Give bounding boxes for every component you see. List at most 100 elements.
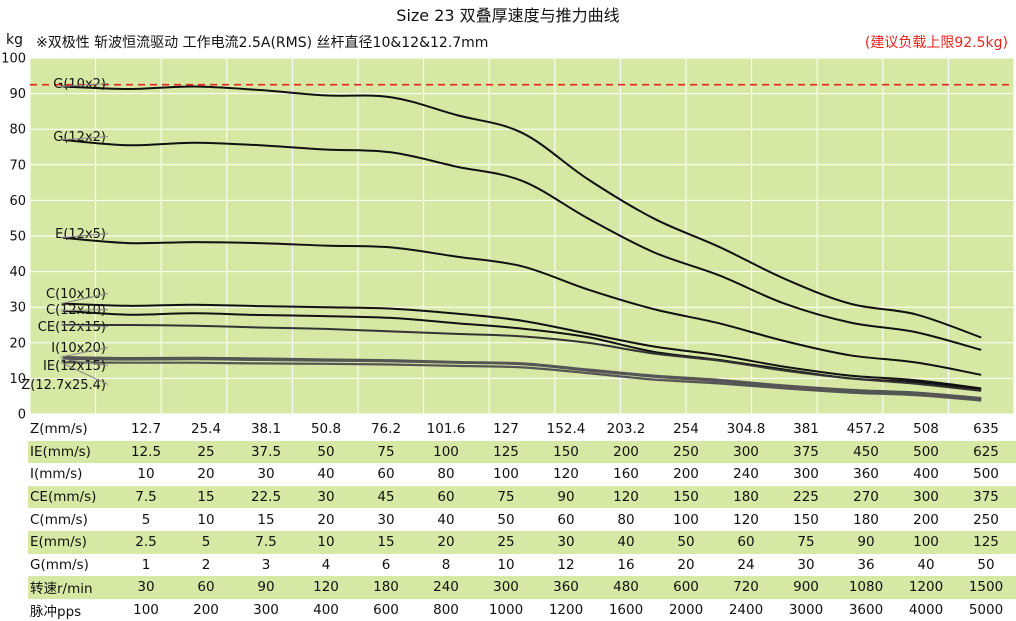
table-cell: 240 — [733, 466, 759, 483]
table-cell: 1 — [141, 556, 151, 573]
speed-thrust-chart: 0 10 20 30 40 50 60 70 80 90 100 G(10x2) G(12x2) E(1… — [1, 52, 1015, 421]
table-cell: 2 — [201, 556, 211, 573]
label-leader — [60, 361, 109, 385]
table-cell: 25 — [176, 440, 236, 464]
table-cell: 120 — [553, 466, 579, 483]
table-row: IE(mm/s) 12.5 25 37.5 50 75 100 125 150 200 250 300… — [28, 440, 1016, 464]
label-leader — [60, 309, 109, 312]
series-line — [62, 323, 982, 392]
table-row: CE(mm/s) 7.5 15 22.5 30 45 60 75 90 120 150 180 225 2… — [28, 485, 1016, 509]
table-cell: 40 — [317, 466, 335, 483]
table-cell: 75 — [356, 440, 416, 464]
row-label: I(mm/s) — [30, 466, 83, 483]
table-cell: 225 — [776, 485, 836, 509]
table-cell: 20 — [197, 466, 215, 483]
table-cell: 360 — [536, 576, 596, 599]
table-cell: 10 — [197, 511, 215, 528]
table-cell: 120 — [296, 576, 356, 599]
table-cell: 4000 — [908, 602, 944, 619]
table-cell: 24 — [737, 556, 755, 573]
table-cell: 270 — [836, 485, 896, 509]
series-label: I(10x20) — [51, 341, 106, 356]
y-tick-label: 50 — [9, 230, 26, 245]
table-cell: 76.2 — [370, 421, 402, 438]
table-row: 脉冲pps 100 200 300 400 600 800 1000 1200 1600 2000 2… — [28, 599, 1016, 621]
series-label: G(12x2) — [53, 130, 106, 145]
y-tick-label: 40 — [9, 265, 26, 280]
table-cell: 200 — [596, 440, 656, 464]
table-cell: 300 — [896, 485, 956, 509]
table-cell: 100 — [416, 440, 476, 464]
y-axis-unit: kg — [6, 32, 23, 48]
table-cell: 1500 — [956, 576, 1016, 599]
table-cell: 3600 — [848, 602, 884, 619]
table-cell: 60 — [716, 530, 776, 554]
series-line — [62, 236, 982, 376]
table-cell: 50 — [497, 511, 515, 528]
table-cell: 720 — [716, 576, 776, 599]
table-cell: 5 — [141, 511, 151, 528]
table-cell: 1000 — [488, 602, 524, 619]
table-row: I(mm/s) 10 20 30 40 60 80 100 120 160 200 240 300 360… — [28, 463, 1016, 486]
table-cell: 203.2 — [606, 421, 646, 438]
table-cell: 50 — [977, 556, 995, 573]
label-leader — [60, 347, 109, 358]
table-cell: 12 — [557, 556, 575, 573]
table-cell: 10 — [296, 530, 356, 554]
table-cell: 600 — [373, 602, 399, 619]
table-cell: 625 — [956, 440, 1016, 464]
y-tick-label: 100 — [1, 52, 26, 67]
row-label: 脉冲pps — [30, 604, 82, 621]
series-line — [62, 138, 982, 351]
table-row: E(mm/s) 2.5 5 7.5 10 15 20 25 30 40 50 60 75 90 100 125 — [28, 530, 1016, 554]
table-cell: 1200 — [896, 576, 956, 599]
table-cell: 100 — [673, 511, 699, 528]
table-row: G(mm/s) 1 2 3 4 6 8 10 12 16 20 24 30 36 40 50 — [28, 554, 1016, 577]
series-label: G(10x2) — [53, 77, 106, 92]
y-tick-labels: 0 10 20 30 40 50 60 70 80 90 100 — [1, 52, 26, 421]
table-cell: 250 — [973, 511, 999, 528]
table-cell: 38.1 — [250, 421, 282, 438]
table-cell: 125 — [956, 530, 1016, 554]
table-cell: 480 — [596, 576, 656, 599]
table-cell: 500 — [896, 440, 956, 464]
table-cell: 300 — [253, 602, 279, 619]
table-cell: 152.4 — [546, 421, 586, 438]
table-cell: 125 — [476, 440, 536, 464]
table-cell: 1600 — [608, 602, 644, 619]
grid-lines — [29, 57, 1015, 415]
table-cell: 60 — [416, 485, 476, 509]
thrust-curves — [62, 85, 982, 402]
table-cell: 90 — [236, 576, 296, 599]
table-cell: 400 — [913, 466, 939, 483]
y-tick-label: 20 — [9, 336, 26, 351]
table-cell: 150 — [656, 485, 716, 509]
table-cell: 240 — [416, 576, 476, 599]
y-tick-label: 30 — [9, 301, 26, 316]
table-cell: 40 — [596, 530, 656, 554]
table-cell: 375 — [956, 485, 1016, 509]
table-cell: 150 — [536, 440, 596, 464]
table-cell: 25 — [476, 530, 536, 554]
series-label: CE(12x15) — [38, 320, 106, 335]
table-cell: 375 — [776, 440, 836, 464]
series-line — [62, 302, 982, 390]
row-label: IE(mm/s) — [28, 440, 116, 464]
table-cell: 6 — [381, 556, 391, 573]
label-leader — [60, 136, 109, 141]
row-label: 转速r/min — [28, 576, 116, 599]
table-cell: 15 — [176, 485, 236, 509]
chart-title: Size 23 双叠厚速度与推力曲线 — [396, 6, 620, 25]
table-cell: 45 — [356, 485, 416, 509]
table-cell: 75 — [776, 530, 836, 554]
table-cell: 250 — [656, 440, 716, 464]
y-tick-label: 10 — [9, 372, 26, 387]
table-cell: 7.5 — [116, 485, 176, 509]
table-cell: 120 — [596, 485, 656, 509]
table-cell: 75 — [476, 485, 536, 509]
label-leader — [60, 358, 109, 366]
table-cell: 101.6 — [426, 421, 466, 438]
table-cell: 2000 — [668, 602, 704, 619]
table-cell: 254 — [673, 421, 699, 438]
table-cell: 40 — [437, 511, 455, 528]
